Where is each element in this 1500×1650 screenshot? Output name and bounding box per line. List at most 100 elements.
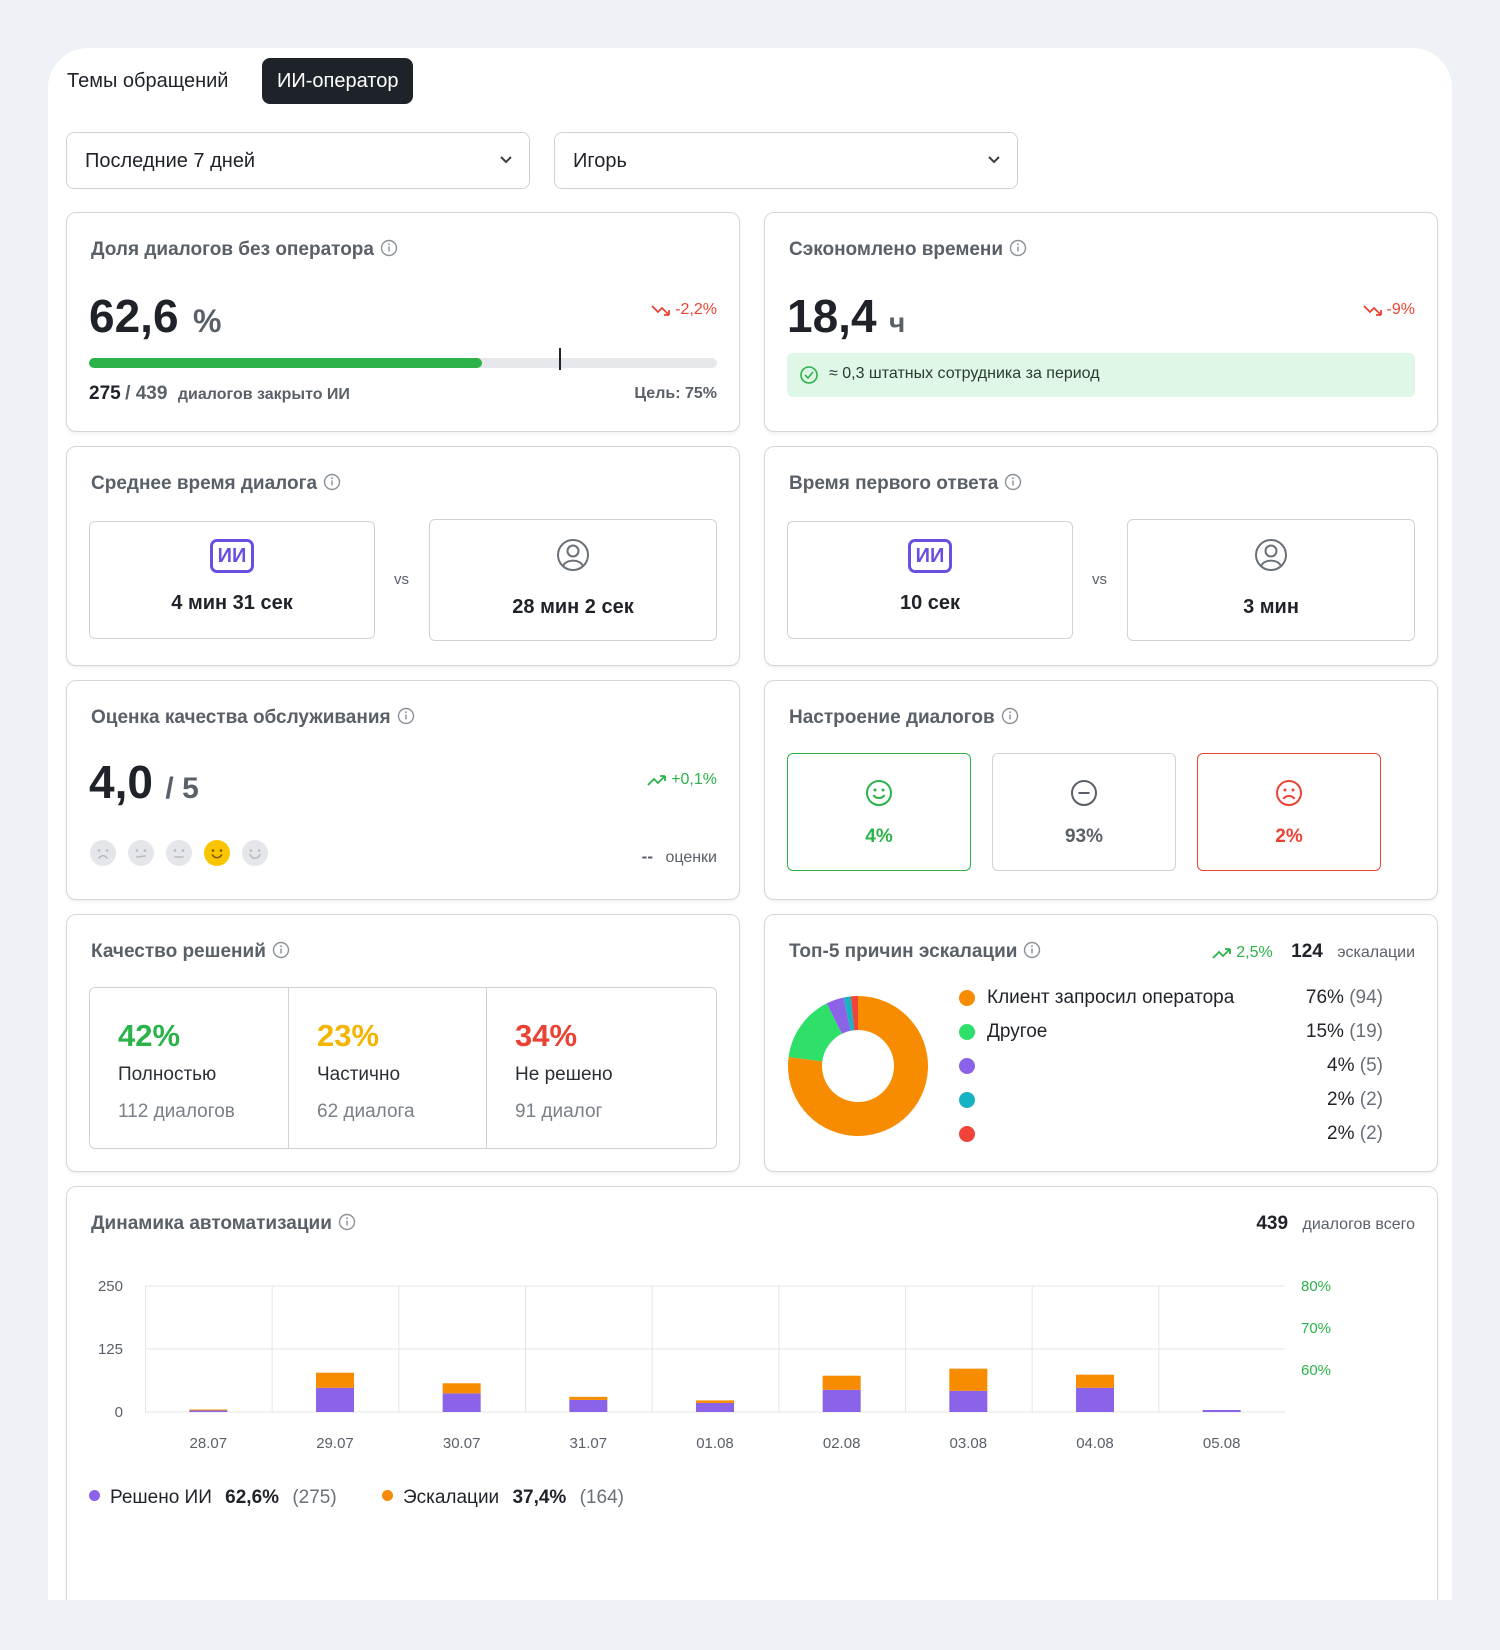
- automation-chart-card: Динамика автоматизации 439 диалогов всег…: [66, 1186, 1438, 1600]
- vs-label: vs: [394, 571, 409, 588]
- rating-face-icon[interactable]: [127, 839, 155, 867]
- escalation-trend: 2,5%: [1212, 944, 1273, 961]
- bar-segment[interactable]: [696, 1400, 734, 1403]
- bar-segment[interactable]: [316, 1372, 354, 1388]
- info-icon[interactable]: [397, 707, 415, 725]
- share-progress-track: [89, 348, 717, 370]
- donut-slice[interactable]: [788, 1003, 842, 1062]
- y-tick-label: 0: [114, 1404, 123, 1421]
- escalation-total: 124: [1291, 941, 1323, 962]
- reason-row: Другое 15% (19): [959, 1021, 1383, 1045]
- trend-up-icon: [1212, 947, 1232, 959]
- quality-full-percent: 42%: [118, 1018, 181, 1053]
- bar-segment[interactable]: [822, 1375, 861, 1390]
- legend-dot: [381, 1490, 393, 1501]
- quality-card-title-wrap: Качество решений: [91, 941, 290, 963]
- vs-label: vs: [1092, 571, 1107, 588]
- bar-segment[interactable]: [1076, 1374, 1114, 1388]
- bar-segment[interactable]: [442, 1383, 481, 1394]
- trend-value: -9%: [1386, 301, 1415, 318]
- reason-value: 4% (5): [1327, 1055, 1383, 1077]
- legend-dot: [959, 1024, 975, 1040]
- bar-segment[interactable]: [569, 1399, 608, 1412]
- share-progress-fill: [89, 358, 483, 368]
- mood-neutral[interactable]: 93%: [992, 753, 1176, 871]
- donut-slice[interactable]: [850, 996, 858, 1031]
- info-icon[interactable]: [1004, 473, 1022, 491]
- bar-segment[interactable]: [442, 1393, 481, 1412]
- saved-unit: ч: [888, 307, 906, 338]
- human-first-value: 3 мин: [1243, 596, 1299, 618]
- bar-segment[interactable]: [189, 1409, 228, 1411]
- donut-slice[interactable]: [788, 996, 928, 1136]
- legend-dot: [89, 1490, 100, 1501]
- rating-face-icon[interactable]: [241, 839, 269, 867]
- quality-card: Качество решений 42% Полностью 112 диало…: [66, 914, 740, 1172]
- bar-segment[interactable]: [949, 1390, 988, 1412]
- ai-badge-icon: ИИ: [908, 539, 952, 573]
- quality-partial-percent: 23%: [317, 1018, 380, 1053]
- donut-slice[interactable]: [843, 996, 855, 1031]
- mood-negative-value: 2%: [1275, 826, 1303, 847]
- smile-icon: [866, 780, 892, 806]
- y2-tick-label: 70%: [1301, 1320, 1332, 1337]
- chevron-down-icon: [500, 156, 512, 164]
- bar-segment[interactable]: [316, 1387, 354, 1412]
- bar-segment[interactable]: [189, 1410, 228, 1412]
- bar-segment[interactable]: [822, 1389, 861, 1412]
- x-tick-label: 02.08: [822, 1435, 861, 1452]
- quality-partial-label: Частично: [317, 1064, 401, 1085]
- info-icon[interactable]: [272, 941, 290, 959]
- bar-segment[interactable]: [1202, 1409, 1241, 1412]
- closed-count: 275: [89, 383, 121, 404]
- trend-value: 2,5%: [1236, 944, 1273, 961]
- bar-segment[interactable]: [569, 1396, 608, 1400]
- trend-down-icon: [651, 305, 671, 316]
- quality-grid: 42% Полностью 112 диалогов 23% Частично …: [89, 987, 717, 1149]
- info-icon[interactable]: [380, 239, 398, 257]
- rating-face-icon[interactable]: [89, 839, 117, 867]
- donut-slice[interactable]: [826, 997, 851, 1034]
- mood-negative[interactable]: 2%: [1197, 753, 1381, 871]
- mood-positive-value: 4%: [865, 826, 893, 847]
- trend-up-icon: [647, 774, 667, 786]
- card-title: Время первого ответа: [789, 473, 999, 494]
- info-icon[interactable]: [323, 473, 341, 491]
- bar-segment[interactable]: [1076, 1387, 1114, 1412]
- info-icon[interactable]: [1009, 239, 1027, 257]
- saved-note: ≈ 0,3 штатных сотрудника за период: [829, 365, 1100, 382]
- info-icon[interactable]: [1001, 707, 1019, 725]
- chart-title: Динамика автоматизации: [91, 1213, 332, 1234]
- user-avatar-icon: [557, 539, 589, 571]
- saved-value: 18,4: [787, 290, 877, 342]
- tab-ai-operator[interactable]: ИИ-оператор: [262, 58, 414, 104]
- escalation-card-title-wrap: Топ-5 причин эскалации: [789, 941, 1041, 963]
- ratings-label: оценки: [665, 849, 717, 866]
- x-tick-label: 30.07: [442, 1435, 481, 1452]
- info-icon[interactable]: [1023, 941, 1041, 959]
- reason-share: 4%: [1327, 1055, 1355, 1076]
- goal-label: Цель: 75%: [634, 385, 717, 402]
- escalation-total-label: эскалации: [1337, 944, 1415, 961]
- period-select[interactable]: Последние 7 дней: [66, 132, 530, 189]
- bar-segment[interactable]: [696, 1402, 734, 1412]
- rating-face-icon[interactable]: [165, 839, 193, 867]
- dashboard-panel: Темы обращений ИИ-оператор Последние 7 д…: [48, 48, 1452, 1600]
- rating-face-icon[interactable]: [203, 839, 231, 867]
- legend-dot: [959, 1126, 975, 1142]
- info-icon[interactable]: [338, 1213, 356, 1231]
- minus-circle-icon: [1071, 780, 1097, 806]
- quality-partial: 23% Частично 62 диалога: [288, 988, 486, 1148]
- operator-select[interactable]: Игорь: [554, 132, 1018, 189]
- legend-share: 62,6%: [225, 1487, 280, 1508]
- chart-total-label: диалогов всего: [1302, 1216, 1415, 1233]
- mood-positive[interactable]: 4%: [787, 753, 971, 871]
- quality-unresolved-count: 91 диалог: [515, 1101, 603, 1122]
- tab-topics[interactable]: Темы обращений: [67, 70, 229, 92]
- ai-first-value: 10 сек: [899, 592, 961, 614]
- bar-segment[interactable]: [949, 1368, 988, 1391]
- frown-icon: [1276, 780, 1302, 806]
- quality-partial-count: 62 диалога: [317, 1101, 415, 1122]
- x-tick-label: 31.07: [569, 1435, 608, 1452]
- mood-card: Настроение диалогов 4% 93% 2%: [764, 680, 1438, 900]
